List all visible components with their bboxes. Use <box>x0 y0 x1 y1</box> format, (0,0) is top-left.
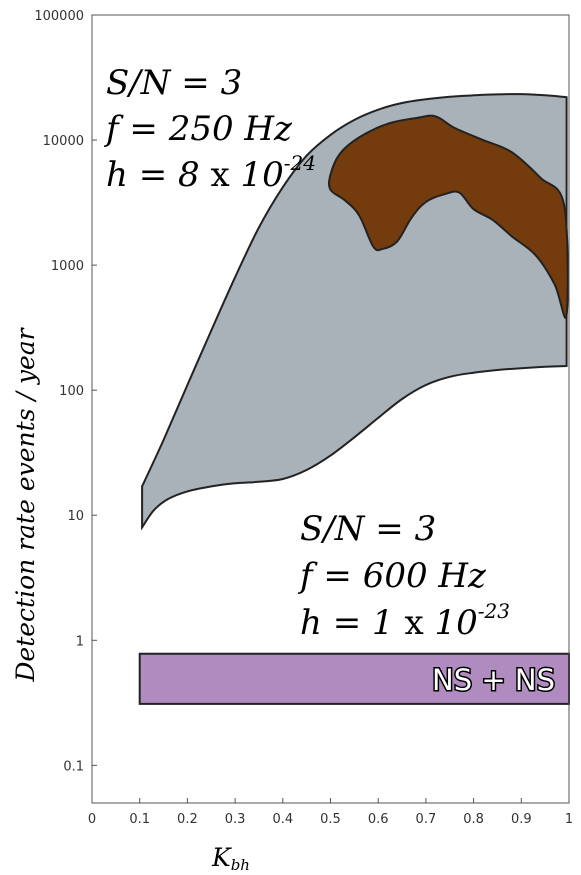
x-tick-label: 0.1 <box>129 812 150 827</box>
y-tick-label: 100000 <box>34 9 84 24</box>
x-tick-label: 0.2 <box>177 812 198 827</box>
ann1-line1: S/N = 3 <box>106 63 242 103</box>
x-tick-label: 0.3 <box>225 812 246 827</box>
x-axis-label: Kbh <box>211 843 250 874</box>
y-tick-label: 0.1 <box>63 759 84 774</box>
x-tick-label: 0.9 <box>511 812 532 827</box>
regions-layer: NS + NS <box>138 93 570 705</box>
annotations-layer: S/N = 3 f = 250 Hz h = 8 x 10-24 S/N = 3… <box>103 63 510 643</box>
x-tick-label: 0.8 <box>463 812 484 827</box>
x-tick-label: 0.7 <box>416 812 437 827</box>
y-tick-label: 100 <box>59 384 84 399</box>
x-tick-label: 0.5 <box>320 812 341 827</box>
region-250hz <box>141 93 568 531</box>
y-tick-label: 10 <box>67 509 84 524</box>
x-tick-label: 0 <box>88 812 96 827</box>
ann2-line1: S/N = 3 <box>300 509 436 549</box>
ann2-line3: h = 1 x 10-23 <box>300 599 510 643</box>
ticks-layer: 0 0.1 0.2 0.3 0.4 0.5 0.6 0.7 0.8 0.9 1 0.1 1 10 100 10… <box>34 9 573 827</box>
x-tick-label: 0.4 <box>272 812 293 827</box>
region-ns-ns-label: NS + NS <box>432 663 555 697</box>
ann1-line3: h = 8 x 10-24 <box>106 151 316 195</box>
region-600hz <box>328 114 569 319</box>
y-axis-label: Detection rate events / year <box>11 326 40 682</box>
y-tick-label: 1 <box>76 634 84 649</box>
x-tick-label: 0.6 <box>368 812 389 827</box>
x-tick-label: 1 <box>565 812 573 827</box>
ann2-line2: f = 600 Hz <box>297 556 487 596</box>
y-tick-label: 1000 <box>51 259 84 274</box>
labels-layer: Kbh Detection rate events / year <box>11 326 250 874</box>
ann1-line2: f = 250 Hz <box>103 109 293 149</box>
y-tick-label: 10000 <box>43 134 84 149</box>
